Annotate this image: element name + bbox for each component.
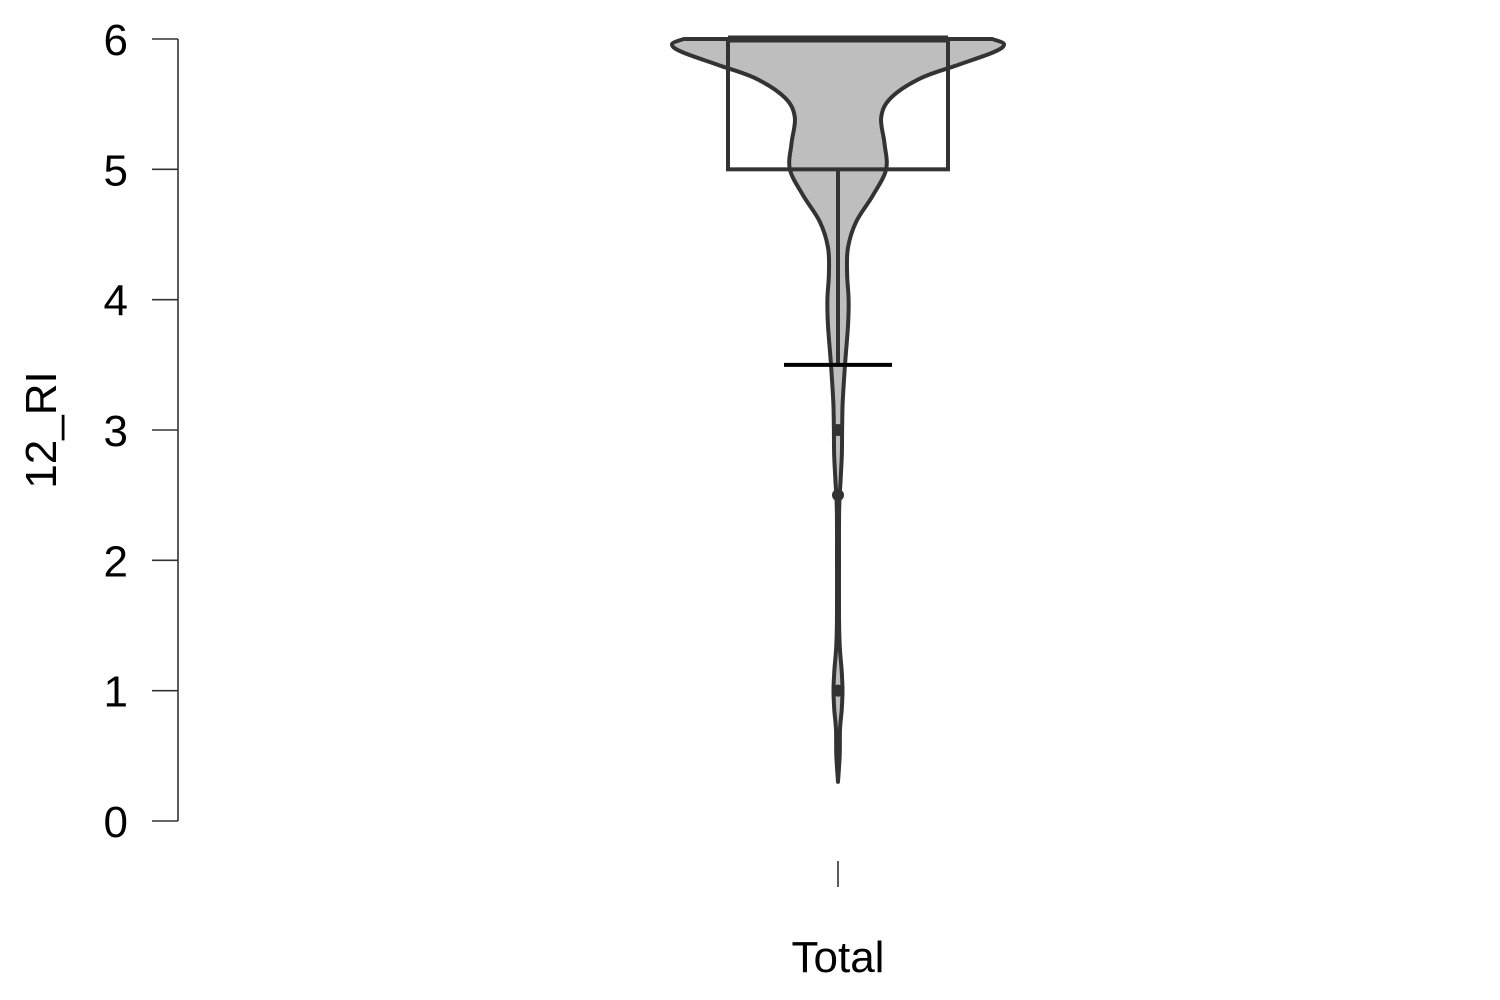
y-tick-label: 3 xyxy=(104,407,128,456)
y-axis: 0 1 2 3 4 5 6 xyxy=(104,16,179,847)
outlier-point xyxy=(832,684,844,697)
y-tick-label: 2 xyxy=(104,537,128,586)
y-tick-label: 6 xyxy=(104,16,128,65)
y-tick-label: 1 xyxy=(104,668,128,717)
outlier-point xyxy=(832,489,844,502)
violin-shape xyxy=(670,37,1006,784)
x-axis: Total xyxy=(792,861,885,982)
outlier-point xyxy=(832,424,844,436)
y-tick-label: 5 xyxy=(104,146,128,195)
y-axis-title: 12_RI xyxy=(17,371,66,488)
y-tick-label: 0 xyxy=(104,798,128,847)
x-tick-label: Total xyxy=(792,933,885,982)
plot-area xyxy=(670,35,1006,784)
y-tick-label: 4 xyxy=(104,277,128,326)
